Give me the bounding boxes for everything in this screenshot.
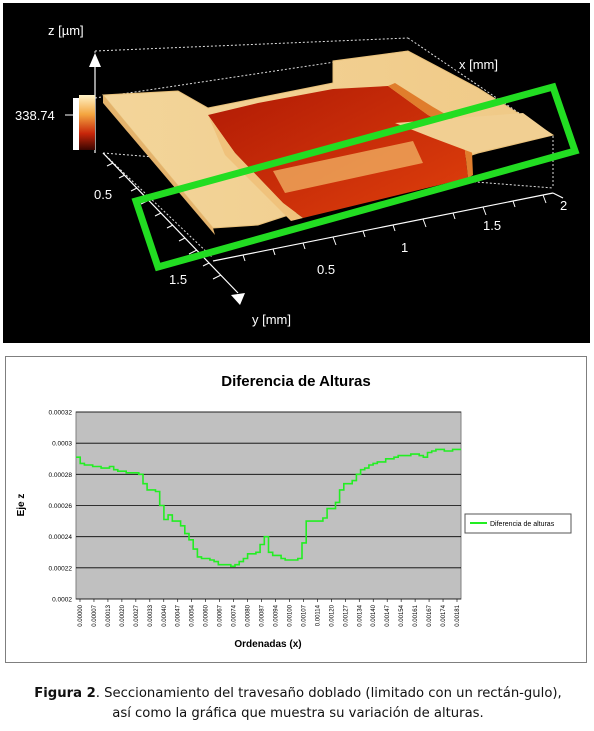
y-axis-label: y [mm]	[252, 312, 291, 327]
legend-box	[464, 513, 572, 534]
surface-plot-figure: z [µm] x [mm] y [mm] 338.74 0.5 1 1.5 2 …	[3, 3, 590, 343]
x-tick-label: 2	[560, 198, 567, 213]
x-tick-label: 0.00033	[148, 604, 154, 626]
surface-pit	[208, 86, 468, 218]
y-tick-label: 0.00032	[49, 410, 73, 417]
figure-caption: Figura 2. Seccionamiento del travesaño d…	[28, 684, 568, 724]
x-tick-label: 0.00007	[92, 604, 98, 626]
x-tick-label: 0.00107	[301, 604, 307, 626]
x-tick-label: 1.5	[483, 218, 501, 233]
z-axis-label: z [µm]	[48, 23, 84, 38]
chart-title: Diferencia de Alturas	[221, 373, 371, 390]
colorbar-scale	[73, 98, 79, 150]
x-tick-label: 0.00067	[218, 604, 224, 626]
z-axis-arrow	[89, 53, 101, 67]
x-tick-label: 0.00020	[120, 604, 126, 626]
line-chart-svg: Diferencia de Alturas 0.000320.00030.000…	[16, 373, 572, 650]
x-tick-label: 0.00013	[106, 604, 112, 626]
x-tick-label: 0.00134	[357, 604, 363, 626]
y-tick-label: 0.5	[94, 187, 112, 202]
x-tick-label: 0.00140	[371, 604, 377, 626]
x-tick-label: 0.5	[317, 262, 335, 277]
series-line-diferencia-de-alturas	[76, 448, 461, 568]
x-tick-label: 0.00161	[413, 604, 419, 626]
x-axis-label: x [mm]	[459, 57, 498, 72]
colorbar-value: 338.74	[15, 108, 55, 123]
surface-plot-svg: z [µm] x [mm] y [mm] 338.74 0.5 1 1.5 2 …	[15, 23, 580, 327]
y-tick-label: 0.00026	[49, 503, 73, 510]
colorbar	[79, 95, 95, 150]
x-tick-label: 0.00167	[427, 604, 433, 626]
y-tick-label: 0.00024	[49, 534, 73, 541]
y-tick-label: 1.5	[169, 272, 187, 287]
x-tick-label: 0.00074	[232, 604, 238, 626]
bounding-box	[94, 37, 554, 259]
x-tick-label: 0.00094	[273, 604, 279, 626]
x-tick-label: 0.00080	[246, 604, 252, 626]
line-chart-figure: Diferencia de Alturas 0.00032 0.0003 0.000…	[5, 356, 587, 663]
y-tick-label: 0.0003	[52, 441, 72, 448]
x-tick-label: 0.00027	[134, 604, 140, 626]
x-tick-label: 0.00127	[343, 604, 349, 626]
x-tick-label: 0.00000	[78, 604, 84, 626]
x-tick-label: 0.00060	[204, 604, 210, 626]
caption-text: . Seccionamiento del travesaño doblado (…	[95, 686, 562, 721]
surface-front-face	[103, 95, 215, 235]
y-tick-label: 0.00028	[49, 472, 73, 479]
selection-rectangle	[131, 82, 580, 272]
surface-ridge	[273, 141, 423, 193]
x-tick-label: 0.00120	[329, 604, 335, 626]
x-axis-label: Ordenadas (x)	[234, 639, 301, 650]
x-tick-label: 0.00174	[441, 604, 447, 626]
x-tick-label: 0.00087	[260, 604, 266, 626]
x-tick-label: 0.00100	[287, 604, 293, 626]
legend-entry: Diferencia de alturas	[490, 521, 555, 528]
x-tick-label: 0.00040	[162, 604, 168, 626]
x-tick-label: 0.00114	[315, 604, 321, 626]
y-tick-label: 0.0002	[52, 597, 72, 604]
x-tick-label: 1	[401, 240, 408, 255]
x-tick-label: 0.00181	[455, 604, 461, 626]
legend: Diferencia de alturas	[464, 513, 572, 534]
x-axis-ticks: 0.00000 0.00007 0.00013 0.00020 0.00027 0.000…	[78, 599, 461, 627]
x-tick-label: 0.00047	[176, 604, 182, 626]
y-tick-label: 0.00022	[49, 565, 73, 572]
x-axis-ticks	[242, 194, 547, 262]
x-tick-label: 0.00154	[399, 604, 405, 626]
y-axis-label: Eje z	[16, 494, 27, 517]
y-axis-ticks: 0.00032 0.0003 0.00028 0.00026 0.00024 0.0002…	[49, 410, 73, 604]
caption-label: Figura 2	[34, 686, 96, 701]
x-tick-label: 0.00147	[385, 604, 391, 626]
x-tick-label: 0.00054	[190, 604, 196, 626]
y-axis-arrow	[231, 293, 245, 305]
